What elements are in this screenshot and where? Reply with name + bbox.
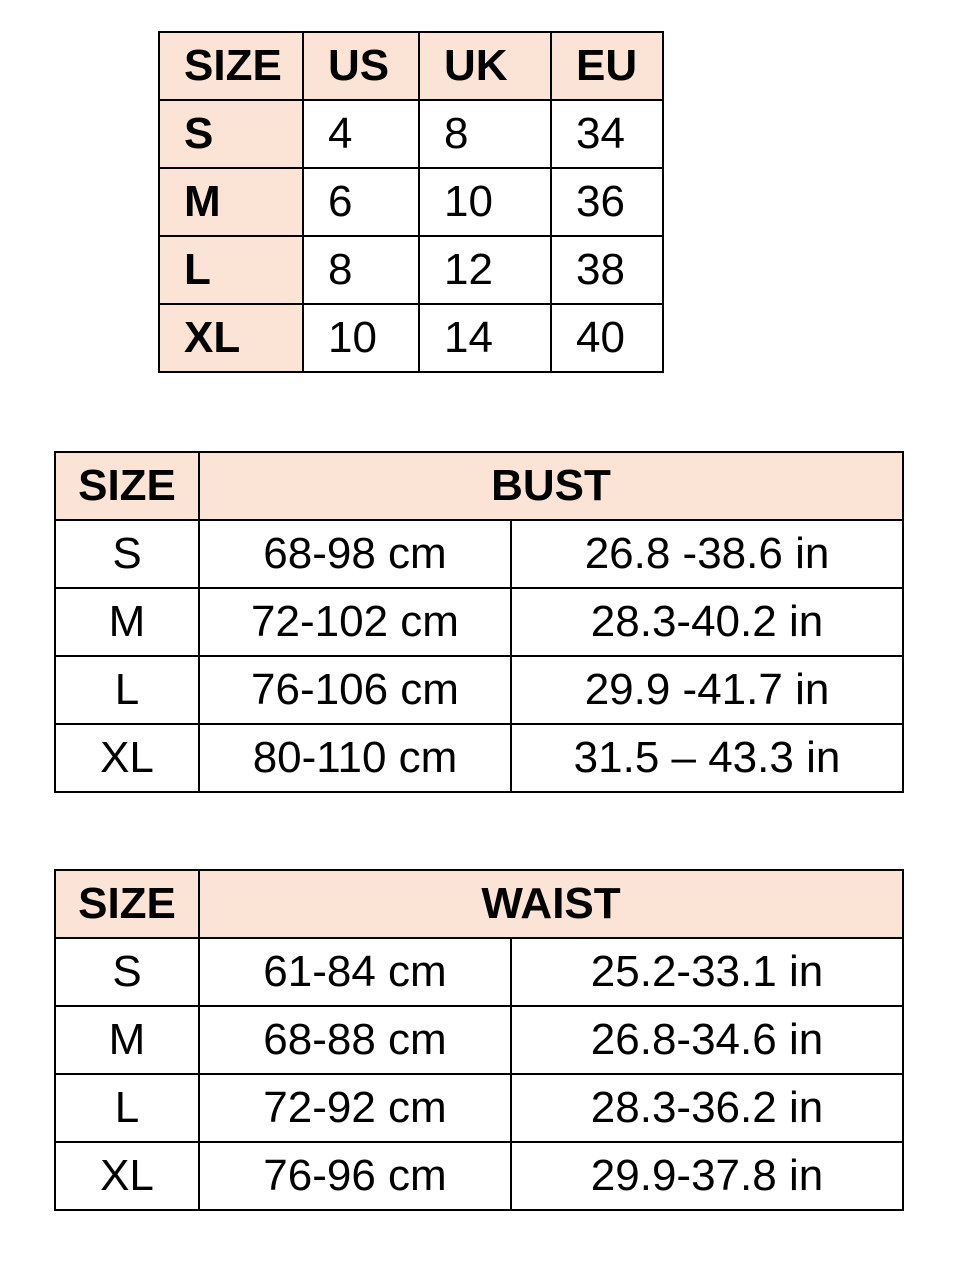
cm-cell: 76-106 cm (198, 655, 512, 725)
eu-cell: 36 (550, 167, 664, 237)
table-row: S 61-84 cm 25.2-33.1 in (54, 937, 904, 1007)
size-cell: S (54, 519, 200, 589)
eu-cell: 40 (550, 303, 664, 373)
inch-cell: 29.9-37.8 in (510, 1141, 904, 1211)
us-cell: 10 (302, 303, 420, 373)
uk-cell: 8 (418, 99, 552, 169)
table-row: L 76-106 cm 29.9 -41.7 in (54, 655, 904, 725)
size-cell: L (158, 235, 304, 305)
size-cell: S (54, 937, 200, 1007)
inch-cell: 26.8-34.6 in (510, 1005, 904, 1075)
header-row: SIZE BUST (54, 451, 904, 521)
size-cell: L (54, 655, 200, 725)
cm-cell: 76-96 cm (198, 1141, 512, 1211)
cm-cell: 61-84 cm (198, 937, 512, 1007)
table-row: XL 80-110 cm 31.5 – 43.3 in (54, 723, 904, 793)
table-row: S 4 8 34 (158, 99, 664, 169)
us-cell: 8 (302, 235, 420, 305)
size-cell: XL (54, 723, 200, 793)
size-cell: S (158, 99, 304, 169)
inch-cell: 26.8 -38.6 in (510, 519, 904, 589)
eu-cell: 38 (550, 235, 664, 305)
inch-cell: 29.9 -41.7 in (510, 655, 904, 725)
cm-cell: 72-102 cm (198, 587, 512, 657)
eu-cell: 34 (550, 99, 664, 169)
size-cell: XL (158, 303, 304, 373)
size-cell: M (54, 587, 200, 657)
uk-cell: 10 (418, 167, 552, 237)
inch-cell: 25.2-33.1 in (510, 937, 904, 1007)
size-cell: L (54, 1073, 200, 1143)
waist-table: SIZE WAIST S 61-84 cm 25.2-33.1 in M 68-88 c… (54, 869, 904, 1211)
cm-cell: 80-110 cm (198, 723, 512, 793)
us-cell: 4 (302, 99, 420, 169)
header-waist: WAIST (198, 869, 904, 939)
inch-cell: 31.5 – 43.3 in (510, 723, 904, 793)
inch-cell: 28.3-36.2 in (510, 1073, 904, 1143)
header-size: SIZE (54, 869, 200, 939)
cm-cell: 72-92 cm (198, 1073, 512, 1143)
table-row: S 68-98 cm 26.8 -38.6 in (54, 519, 904, 589)
size-cell: M (158, 167, 304, 237)
cm-cell: 68-88 cm (198, 1005, 512, 1075)
table-row: L 72-92 cm 28.3-36.2 in (54, 1073, 904, 1143)
header-size: SIZE (158, 31, 304, 101)
table-row: L 8 12 38 (158, 235, 664, 305)
table-row: M 72-102 cm 28.3-40.2 in (54, 587, 904, 657)
size-conversion-table: SIZE US UK EU S 4 8 34 M 6 10 36 L 8 12 38 XL 10 14 40 (158, 31, 664, 373)
cm-cell: 68-98 cm (198, 519, 512, 589)
size-cell: M (54, 1005, 200, 1075)
uk-cell: 12 (418, 235, 552, 305)
header-size: SIZE (54, 451, 200, 521)
table-row: XL 76-96 cm 29.9-37.8 in (54, 1141, 904, 1211)
header-row: SIZE US UK EU (158, 31, 664, 101)
uk-cell: 14 (418, 303, 552, 373)
table-row: XL 10 14 40 (158, 303, 664, 373)
header-us: US (302, 31, 420, 101)
table-row: M 68-88 cm 26.8-34.6 in (54, 1005, 904, 1075)
header-uk: UK (418, 31, 552, 101)
us-cell: 6 (302, 167, 420, 237)
size-cell: XL (54, 1141, 200, 1211)
bust-table: SIZE BUST S 68-98 cm 26.8 -38.6 in M 72-102 … (54, 451, 904, 793)
header-eu: EU (550, 31, 664, 101)
inch-cell: 28.3-40.2 in (510, 587, 904, 657)
header-bust: BUST (198, 451, 904, 521)
table-row: M 6 10 36 (158, 167, 664, 237)
header-row: SIZE WAIST (54, 869, 904, 939)
